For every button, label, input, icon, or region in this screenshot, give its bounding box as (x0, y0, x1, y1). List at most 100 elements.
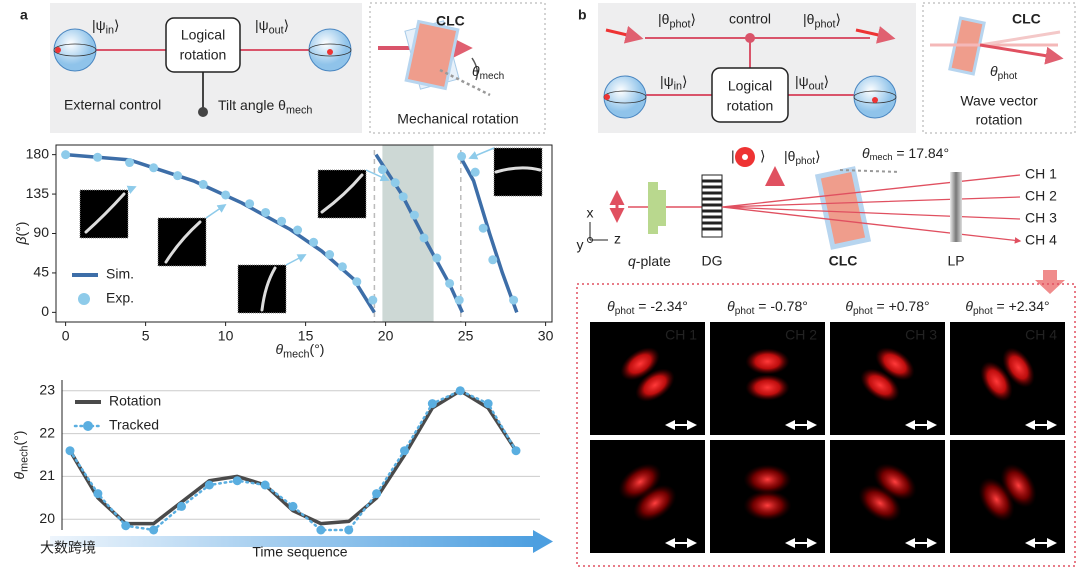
data-point (344, 525, 354, 535)
panel-b-schematic (598, 2, 1076, 134)
angle-arc (471, 57, 479, 81)
data-point (390, 178, 400, 188)
text-part: phot (735, 306, 755, 317)
lobe (980, 361, 1013, 402)
lobe (745, 374, 790, 401)
x-axis-label: Time sequence (252, 544, 347, 560)
text-part: |ψ (795, 73, 809, 89)
grating-lines (702, 179, 722, 231)
y-axis-label: β(°) (13, 222, 29, 246)
x-tick-label: 30 (538, 328, 554, 344)
text-part: ⟩ (690, 11, 695, 27)
inset-arrow (285, 254, 307, 266)
label: θphot (990, 63, 1017, 82)
state-dot (604, 94, 610, 100)
label: Wave vector (960, 93, 1038, 109)
lobe (635, 368, 675, 402)
state-dot (55, 47, 61, 53)
y-tick-label: 20 (39, 510, 55, 526)
y-tick-label: 22 (39, 424, 55, 440)
polarizer (950, 172, 962, 242)
label: | (731, 148, 735, 164)
text-part: (°) (11, 431, 27, 446)
state-dot (327, 49, 333, 55)
y-tick-label: 135 (26, 185, 50, 201)
ket: |ψin⟩ (660, 73, 688, 93)
fiber (164, 220, 202, 264)
text-part: = -0.78° (754, 298, 807, 314)
label: CH 4 (1025, 232, 1057, 248)
label: θmech (472, 63, 504, 82)
data-point (309, 237, 319, 247)
label: LP (947, 253, 964, 269)
text-part: mech (283, 348, 309, 360)
beam-lobes (858, 463, 917, 522)
gate-box (165, 17, 241, 73)
data-point (93, 489, 103, 499)
text-part: (°) (13, 222, 29, 237)
text-part: phot (973, 306, 993, 317)
column-header: θphot = +0.78° (845, 298, 929, 317)
data-point (352, 277, 362, 287)
column-header: θphot = -2.34° (607, 298, 688, 317)
text-part: = +0.78° (873, 298, 930, 314)
data-point (419, 233, 429, 243)
inset-frame (369, 2, 546, 134)
channel-label: CH 3 (905, 327, 937, 343)
y-tick-label: 180 (26, 145, 50, 161)
channel-label: CH 1 (665, 327, 697, 343)
inset-arrow (365, 169, 390, 182)
fiber (260, 266, 277, 312)
text-part: θ (11, 471, 27, 479)
legend-label: Sim. (106, 266, 134, 282)
label: q-plate (628, 253, 671, 269)
label: control (729, 11, 771, 27)
beam-lobes (980, 347, 1035, 402)
text-part: ⟩ (824, 73, 829, 89)
text-part: θ (862, 145, 870, 161)
text-part: |ψ (92, 17, 106, 33)
text-part: out (809, 80, 824, 92)
y-tick-label: 45 (33, 264, 49, 280)
label: Logical (728, 78, 772, 94)
normal (839, 169, 901, 173)
ket: |θphot⟩ (803, 11, 841, 31)
x-tick-label: 15 (298, 328, 314, 344)
text-part: in (674, 80, 682, 92)
label: rotation (180, 47, 227, 63)
text-part: mech (480, 71, 505, 82)
x-tick-label: 0 (62, 328, 70, 344)
rays (721, 174, 1020, 241)
text-part: mech (18, 445, 30, 471)
data-point (173, 171, 183, 181)
y-tick-label: 21 (39, 467, 55, 483)
lobe (875, 347, 915, 381)
axis (587, 237, 593, 243)
label: CLC (1012, 11, 1041, 27)
legend-label: Tracked (109, 417, 159, 433)
x-tick-label: 10 (218, 328, 234, 344)
data-point (125, 158, 135, 168)
text-part: β (13, 236, 29, 245)
data-point (149, 525, 159, 535)
label: CH 3 (1025, 210, 1057, 226)
text-part: |ψ (255, 17, 269, 33)
equator (308, 43, 352, 57)
beam-lobes (978, 463, 1037, 522)
q-plate (658, 190, 666, 226)
beam-lobes (860, 347, 915, 402)
data-point (325, 250, 335, 260)
data-point (368, 295, 378, 305)
shaded-region (382, 145, 434, 322)
beam-lobes (618, 463, 677, 522)
beam-lobes (620, 347, 675, 402)
text-part: phot (853, 306, 873, 317)
beam (979, 30, 1061, 47)
text-part: = +2.34° (993, 298, 1050, 314)
text-part: ⟩ (284, 17, 289, 33)
channel-label: CH 4 (1025, 327, 1057, 343)
label: rotation (976, 112, 1023, 128)
label: Logical (181, 27, 225, 43)
lobe (1002, 347, 1035, 388)
